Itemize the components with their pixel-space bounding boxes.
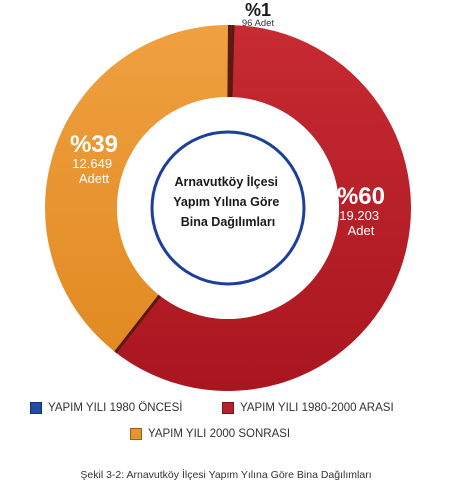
slice-2000-sonrasi <box>45 25 230 353</box>
label-2000-sonrasi-unit: Adett <box>79 171 110 186</box>
legend-item-1980-oncesi: YAPIM YILI 1980 ÖNCESİ <box>30 402 182 414</box>
label-1980-oncesi-count: 96 Adet <box>242 18 275 29</box>
figure-caption: Şekil 3-2: Arnavutköy İlçesi Yapım Yılın… <box>80 469 372 481</box>
legend-label: YAPIM YILI 1980-2000 ARASI <box>240 402 394 414</box>
slice-separator <box>227 24 231 98</box>
center-title-line-3: Bina Dağılımları <box>181 215 275 229</box>
label-2000-sonrasi-count: 12.649 <box>72 156 112 171</box>
slice-separator <box>114 294 161 354</box>
label-1980-2000-percent: %60 <box>337 183 385 210</box>
label-1980-2000-unit: Adet <box>348 223 375 238</box>
slice-separator <box>229 25 235 98</box>
legend-swatch-orange <box>130 428 142 440</box>
center-title-line-2: Yapım Yılına Göre <box>173 195 279 209</box>
legend-swatch-blue <box>30 402 42 414</box>
legend-swatch-red <box>222 402 234 414</box>
legend-label: YAPIM YILI 2000 SONRASI <box>148 428 291 440</box>
label-2000-sonrasi-percent: %39 <box>70 131 118 158</box>
label-1980-oncesi-percent: %1 <box>245 0 271 20</box>
center-title-line-1: Arnavutköy İlçesi <box>175 174 279 189</box>
label-1980-2000-count: 19.203 <box>339 208 379 223</box>
svg-text:19.203 Adet: 19.203 Adet <box>339 208 382 238</box>
svg-text:12.649 Adett: 12.649 Adett <box>72 156 115 186</box>
legend-label: YAPIM YILI 1980 ÖNCESİ <box>48 402 183 414</box>
donut-chart: Arnavutköy İlçesi Yapım Yılına Göre Bina… <box>45 0 412 391</box>
legend-item-1980-2000: YAPIM YILI 1980-2000 ARASI <box>222 402 394 414</box>
center-ring <box>150 130 306 286</box>
legend-item-2000-sonrasi: YAPIM YILI 2000 SONRASI <box>130 428 290 440</box>
slice-1980-2000-arasi <box>115 25 412 391</box>
svg-text:Arnavutköy İlçesi Yapım Yı: Arnavutköy İlçesi Yapım Yılına Göre Bina… <box>173 174 283 229</box>
